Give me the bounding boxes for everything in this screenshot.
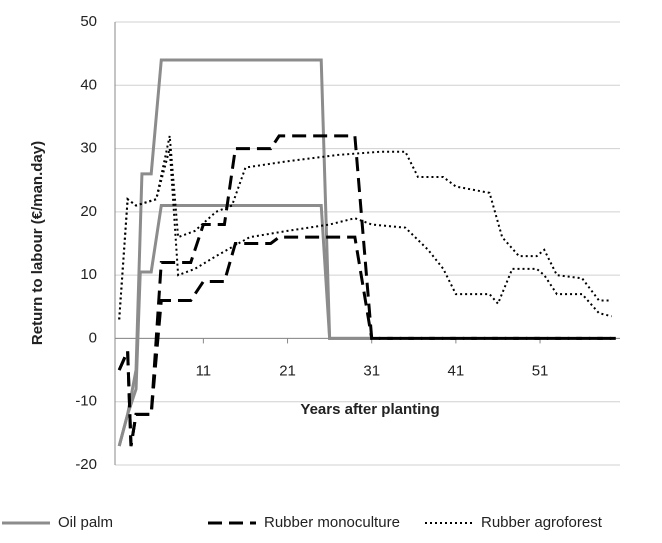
- series-line: [118, 135, 612, 320]
- y-tick-label: 30: [80, 140, 97, 157]
- y-axis-label: Return to labour (€/man.day): [29, 141, 46, 345]
- x-axis-label: Years after planting: [300, 401, 439, 418]
- series-line: [117, 235, 616, 447]
- series-line: [117, 134, 616, 447]
- legend-label: Oil palm: [58, 514, 113, 531]
- x-tick-label: 51: [532, 362, 549, 379]
- y-tick-label: -10: [75, 393, 97, 410]
- y-tick-label: -20: [75, 456, 97, 473]
- x-tick-label: 11: [196, 362, 212, 379]
- x-tick-label: 21: [279, 362, 296, 379]
- x-tick-label: 41: [448, 362, 465, 379]
- legend-label: Rubber monoculture: [264, 514, 400, 531]
- x-tick-label: 31: [363, 362, 380, 379]
- y-tick-label: 10: [80, 266, 97, 283]
- series-line: [117, 58, 372, 447]
- y-tick-label: 50: [80, 13, 97, 30]
- y-tick-label: 0: [89, 329, 97, 346]
- legend-label: Rubber agroforest: [481, 514, 603, 531]
- y-tick-label: 40: [80, 76, 97, 93]
- y-tick-label: 20: [80, 203, 97, 220]
- series-line: [118, 148, 612, 320]
